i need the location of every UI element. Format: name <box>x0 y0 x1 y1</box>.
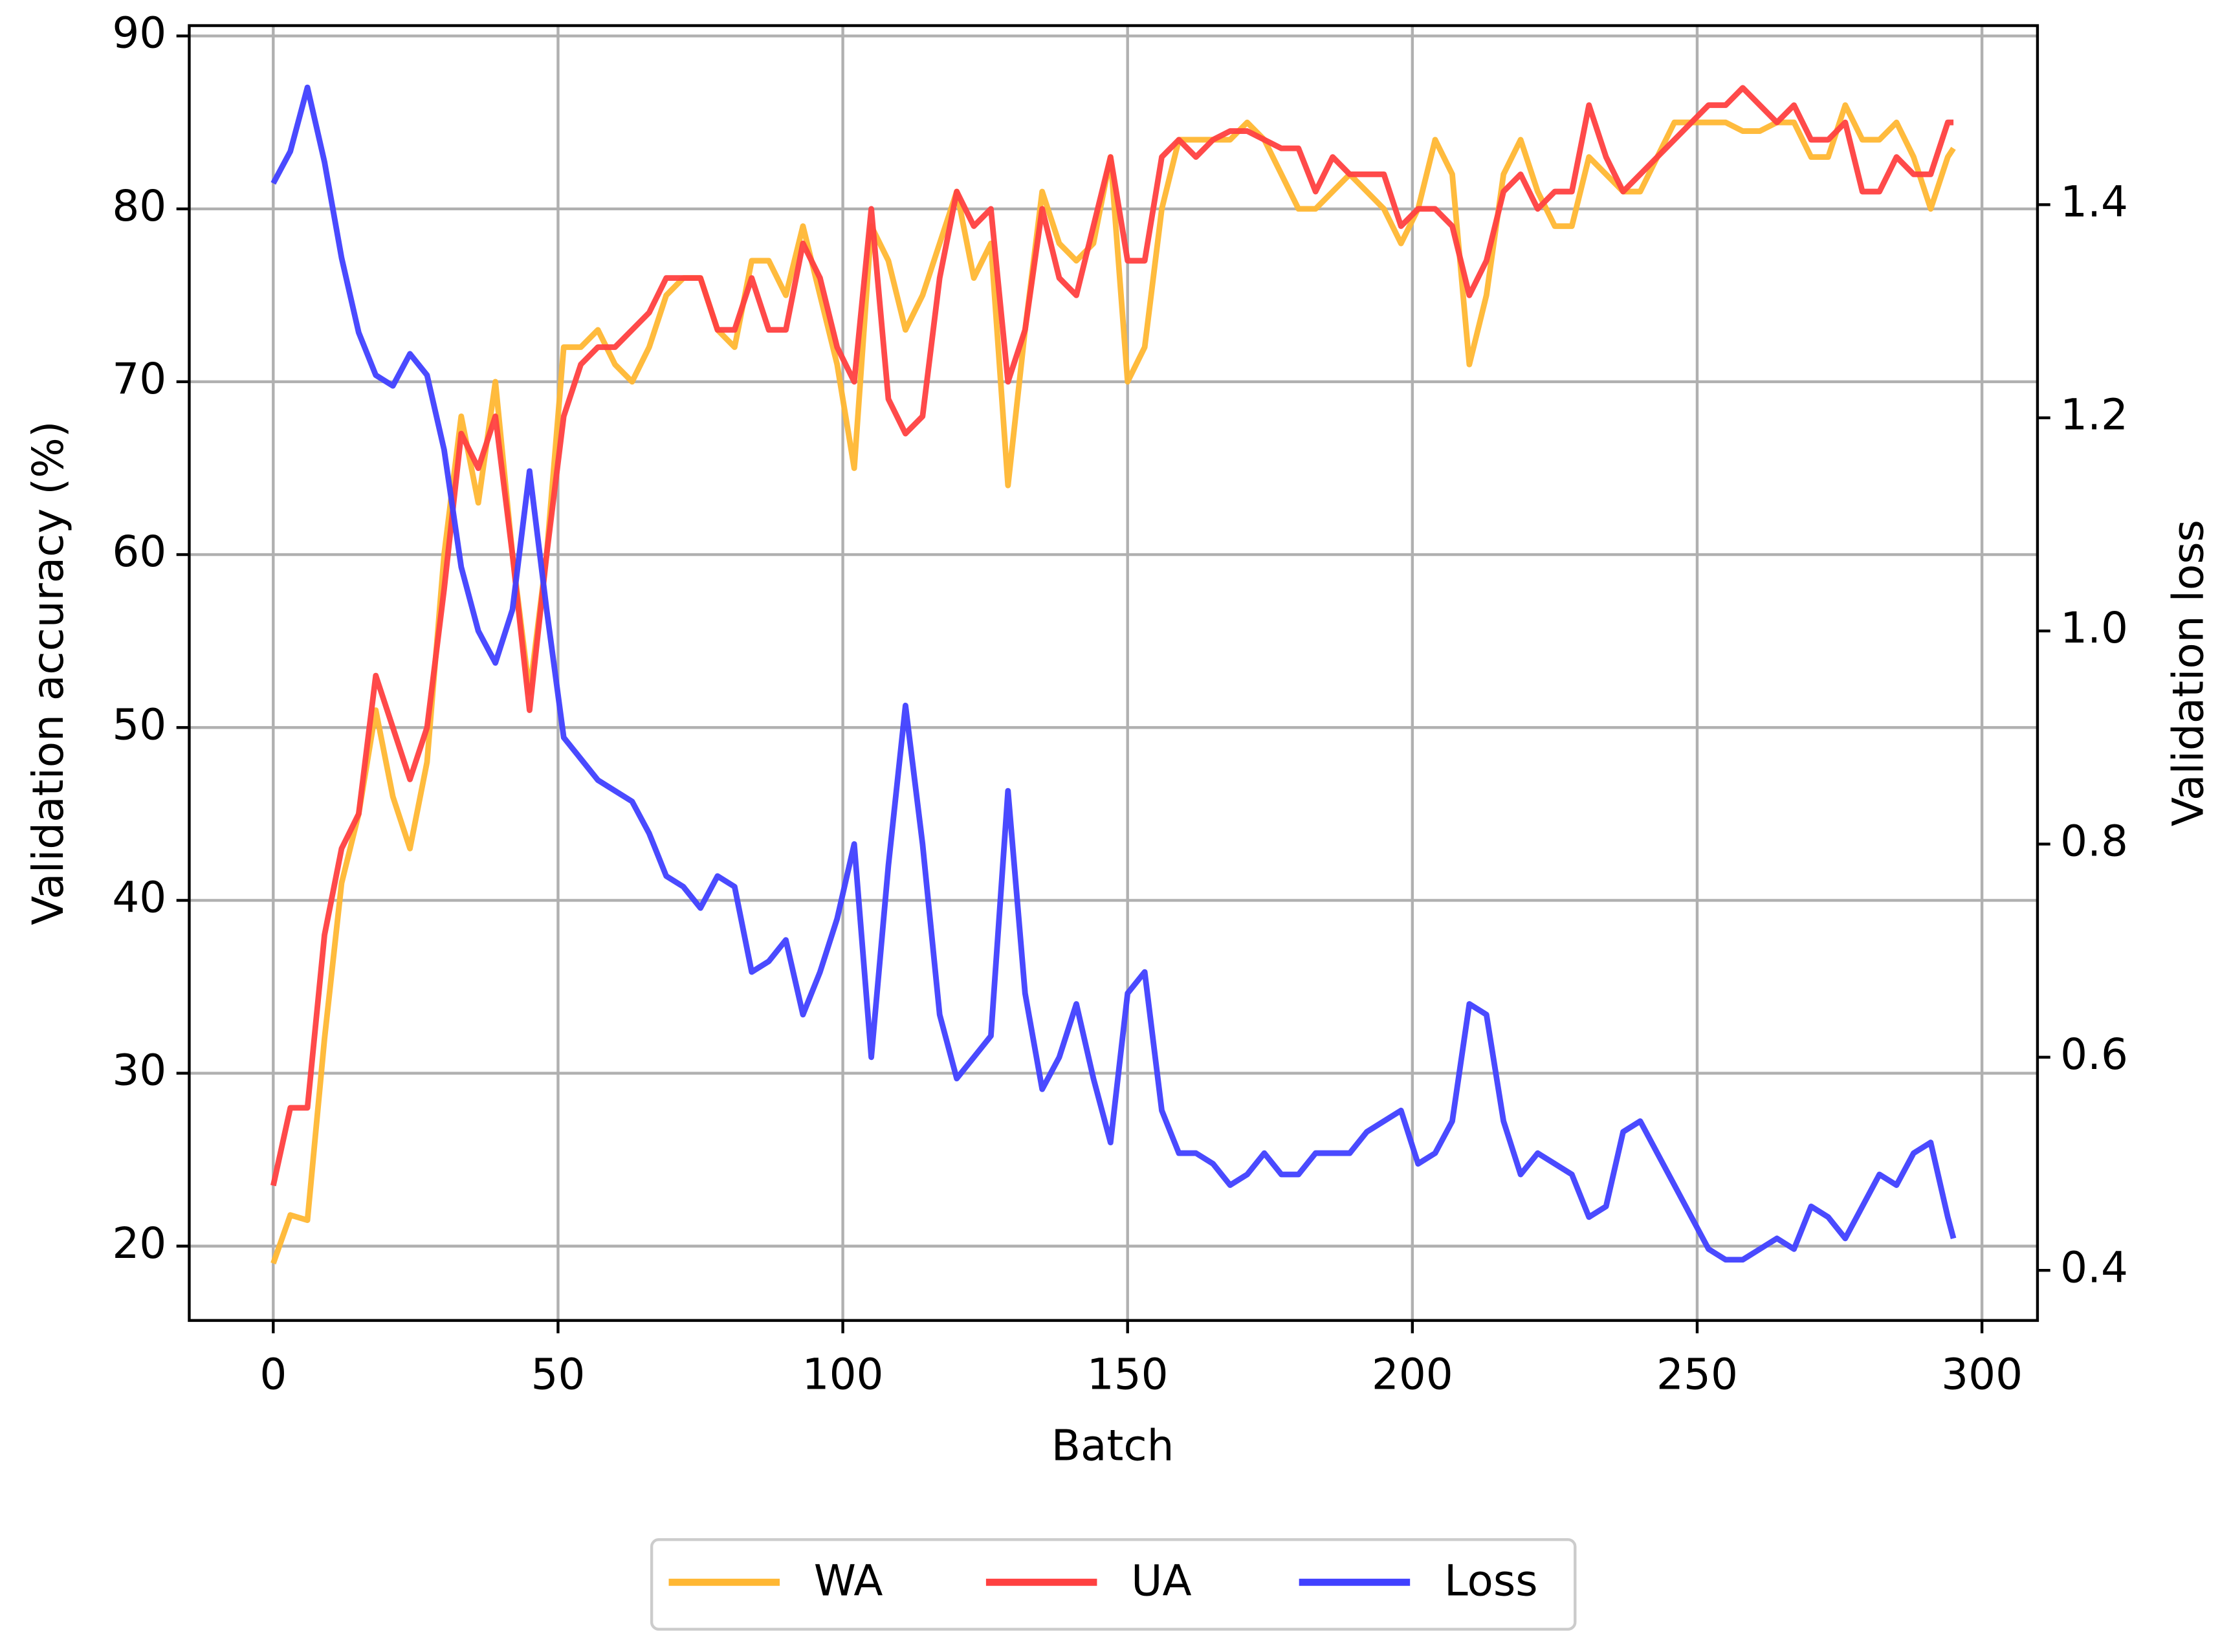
legend-label: Loss <box>1444 1556 1538 1606</box>
x-tick-label: 100 <box>802 1350 884 1400</box>
y2-tick-label: 0.4 <box>2060 1242 2128 1292</box>
x-tick-label: 250 <box>1656 1350 1738 1400</box>
y-axis-label: Validation accuracy (%) <box>23 421 73 925</box>
x-axis-label: Batch <box>1051 1421 1174 1471</box>
y2-tick-label: 0.6 <box>2060 1030 2128 1079</box>
y-tick-label: 90 <box>112 8 166 58</box>
legend-label: UA <box>1131 1556 1191 1606</box>
y-tick-label: 30 <box>112 1046 166 1096</box>
y-tick-label: 60 <box>112 527 166 577</box>
plot-frame <box>188 24 2039 1322</box>
y2-tick-label: 0.8 <box>2060 817 2128 866</box>
y2-tick-label: 1.0 <box>2060 603 2128 653</box>
line-series <box>270 102 1956 1264</box>
y2-tick-label: 1.2 <box>2060 390 2128 440</box>
legend-label: WA <box>814 1556 883 1606</box>
x-tick-label: 150 <box>1087 1350 1169 1400</box>
x-tick-label: 50 <box>531 1350 585 1400</box>
x-tick-label: 300 <box>1941 1350 2023 1400</box>
y-tick-label: 40 <box>112 872 166 922</box>
legend-box <box>650 1538 1577 1631</box>
line-series <box>270 84 1957 1263</box>
x-tick-label: 200 <box>1372 1350 1453 1400</box>
y-tick-label: 50 <box>112 699 166 749</box>
y2-tick-label: 1.4 <box>2060 177 2128 226</box>
y-tick-label: 70 <box>112 354 166 404</box>
y2-axis-label: Validation loss <box>2163 520 2213 826</box>
y-tick-label: 20 <box>112 1218 166 1268</box>
y-tick-label: 80 <box>112 181 166 231</box>
x-tick-label: 0 <box>259 1350 287 1400</box>
line-series <box>270 85 1954 1187</box>
